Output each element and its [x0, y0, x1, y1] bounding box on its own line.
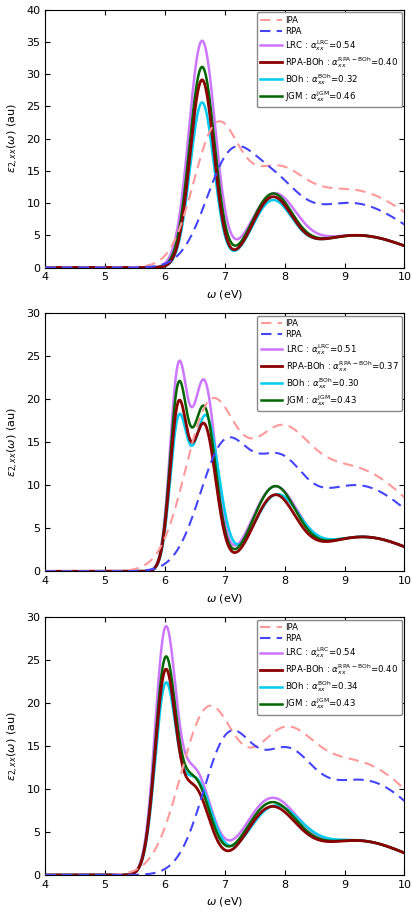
X-axis label: $\omega$ (eV): $\omega$ (eV) [206, 896, 244, 909]
Legend: IPA, RPA, LRC : $\alpha_{xx}^{\rm LRC}$=0.54, RPA-BOh : $\alpha_{xx}^{\rm RPA-BO: IPA, RPA, LRC : $\alpha_{xx}^{\rm LRC}$=… [257, 12, 402, 107]
Y-axis label: $\varepsilon_{2,xx}(\omega)$ (au): $\varepsilon_{2,xx}(\omega)$ (au) [5, 103, 21, 174]
X-axis label: $\omega$ (eV): $\omega$ (eV) [206, 591, 244, 605]
Y-axis label: $\varepsilon_{2,xx}(\omega)$ (au): $\varepsilon_{2,xx}(\omega)$ (au) [5, 711, 21, 781]
Legend: IPA, RPA, LRC : $\alpha_{xx}^{\rm LRC}$=0.54, RPA-BOh : $\alpha_{xx}^{\rm RPA-BO: IPA, RPA, LRC : $\alpha_{xx}^{\rm LRC}$=… [257, 620, 402, 715]
Legend: IPA, RPA, LRC : $\alpha_{xx}^{\rm LRC}$=0.51, RPA-BOh : $\alpha_{xx}^{\rm RPA-BO: IPA, RPA, LRC : $\alpha_{xx}^{\rm LRC}$=… [257, 316, 402, 411]
X-axis label: $\omega$ (eV): $\omega$ (eV) [206, 288, 244, 301]
Y-axis label: $\varepsilon_{2,xx}(\omega)$ (au): $\varepsilon_{2,xx}(\omega)$ (au) [5, 408, 21, 477]
